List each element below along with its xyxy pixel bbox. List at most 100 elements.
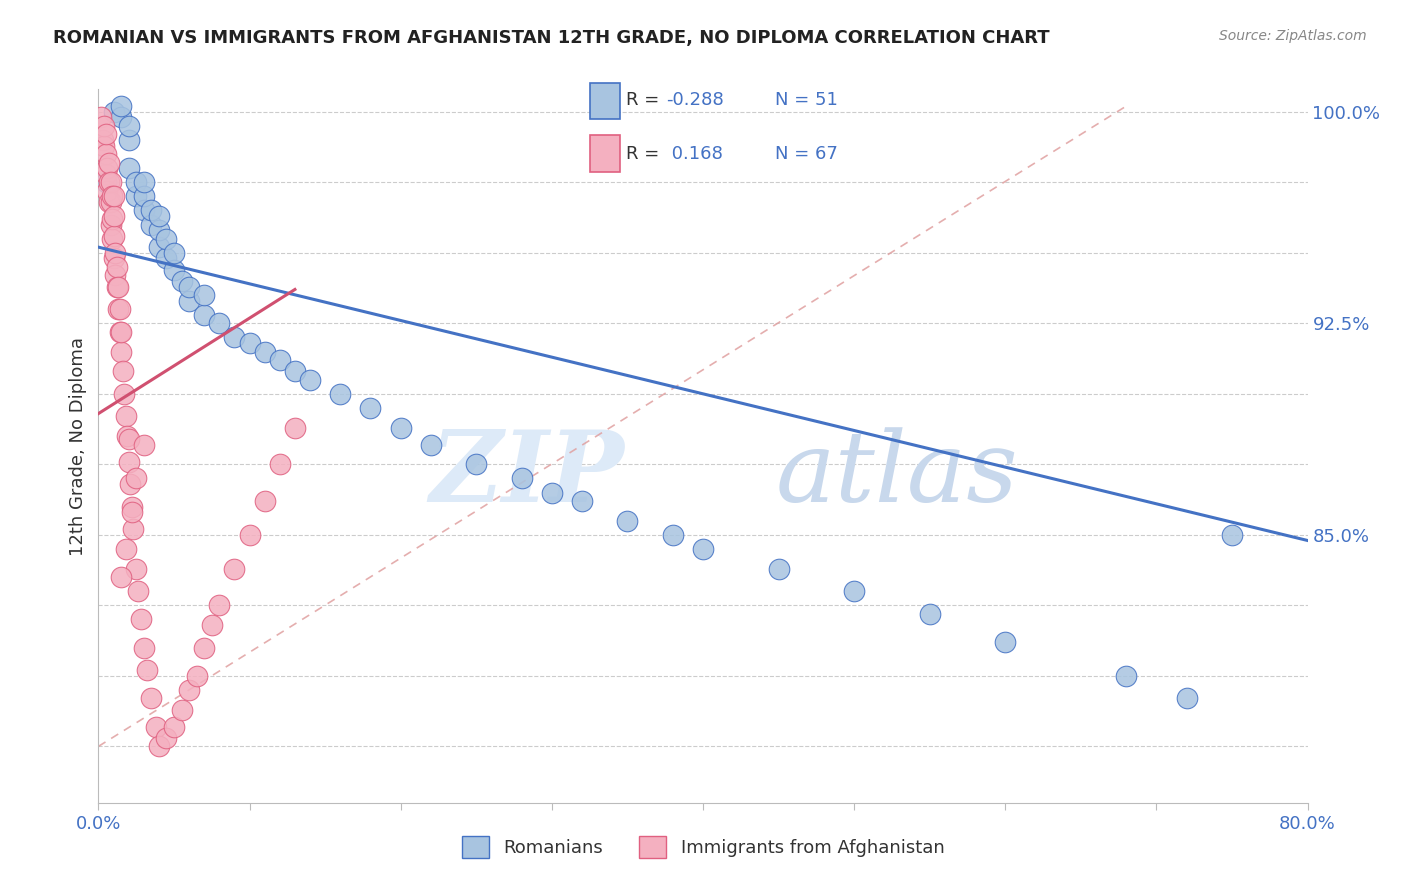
Point	[994, 635, 1017, 649]
Point	[148, 739, 170, 754]
Point	[111, 364, 134, 378]
Point	[108, 325, 131, 339]
Point	[100, 194, 122, 209]
Point	[118, 161, 141, 176]
Point	[918, 607, 941, 621]
Point	[121, 505, 143, 519]
Point	[129, 612, 152, 626]
Point	[253, 494, 276, 508]
Point	[844, 584, 866, 599]
Point	[105, 260, 128, 274]
Point	[104, 245, 127, 260]
Text: atlas: atlas	[776, 427, 1018, 522]
Point	[284, 364, 307, 378]
Point	[768, 562, 790, 576]
Point	[132, 189, 155, 203]
Point	[299, 373, 322, 387]
Point	[125, 175, 148, 189]
Text: ROMANIAN VS IMMIGRANTS FROM AFGHANISTAN 12TH GRADE, NO DIPLOMA CORRELATION CHART: ROMANIAN VS IMMIGRANTS FROM AFGHANISTAN …	[53, 29, 1050, 46]
Point	[110, 570, 132, 584]
Point	[105, 279, 128, 293]
Text: ZIP: ZIP	[429, 426, 624, 523]
Point	[120, 477, 142, 491]
Point	[148, 240, 170, 254]
Point	[170, 274, 193, 288]
Point	[201, 618, 224, 632]
Point	[101, 189, 124, 203]
Point	[125, 562, 148, 576]
Point	[121, 500, 143, 514]
Text: 0.168: 0.168	[666, 145, 723, 163]
Point	[239, 528, 262, 542]
Point	[96, 161, 118, 176]
Point	[118, 119, 141, 133]
Point	[179, 683, 201, 698]
Point	[389, 420, 412, 434]
Point	[145, 720, 167, 734]
Point	[148, 223, 170, 237]
Point	[118, 133, 141, 147]
Point	[155, 731, 177, 745]
Point	[110, 344, 132, 359]
Point	[141, 218, 163, 232]
Point	[107, 279, 129, 293]
Point	[94, 175, 117, 189]
Point	[122, 522, 145, 536]
Point	[127, 584, 149, 599]
Point	[103, 209, 125, 223]
Point	[98, 175, 121, 189]
Point	[170, 703, 193, 717]
Point	[90, 111, 112, 125]
Point	[132, 203, 155, 218]
Point	[208, 316, 231, 330]
Point	[114, 409, 136, 424]
Point	[224, 562, 246, 576]
Y-axis label: 12th Grade, No Diploma: 12th Grade, No Diploma	[69, 336, 87, 556]
Point	[112, 387, 135, 401]
Point	[148, 209, 170, 223]
Point	[163, 262, 186, 277]
Point	[110, 111, 132, 125]
Point	[510, 471, 533, 485]
Point	[118, 432, 141, 446]
Point	[571, 494, 593, 508]
Point	[224, 330, 246, 344]
Point	[329, 387, 352, 401]
Point	[616, 514, 638, 528]
Point	[193, 308, 215, 322]
Point	[179, 279, 201, 293]
Point	[110, 99, 132, 113]
Point	[107, 302, 129, 317]
Point	[96, 184, 118, 198]
Point	[179, 293, 201, 308]
Point	[132, 437, 155, 451]
Point	[103, 228, 125, 243]
Point	[269, 353, 291, 368]
Point	[155, 232, 177, 246]
Point	[94, 128, 117, 142]
Point	[253, 344, 276, 359]
Point	[125, 189, 148, 203]
Point	[108, 302, 131, 317]
Point	[1175, 691, 1198, 706]
Point	[193, 288, 215, 302]
Text: R =: R =	[627, 91, 659, 110]
Point	[239, 336, 262, 351]
Point	[208, 599, 231, 613]
Point	[94, 167, 117, 181]
Point	[1115, 669, 1137, 683]
Point	[98, 155, 121, 169]
Point	[114, 541, 136, 556]
Text: R =: R =	[627, 145, 659, 163]
Point	[132, 175, 155, 189]
Point	[100, 175, 122, 189]
Point	[135, 663, 157, 677]
Point	[163, 720, 186, 734]
Point	[540, 485, 562, 500]
Point	[91, 133, 114, 147]
Point	[141, 203, 163, 218]
Point	[163, 245, 186, 260]
Point	[101, 211, 124, 226]
Point	[284, 420, 307, 434]
Point	[118, 454, 141, 468]
